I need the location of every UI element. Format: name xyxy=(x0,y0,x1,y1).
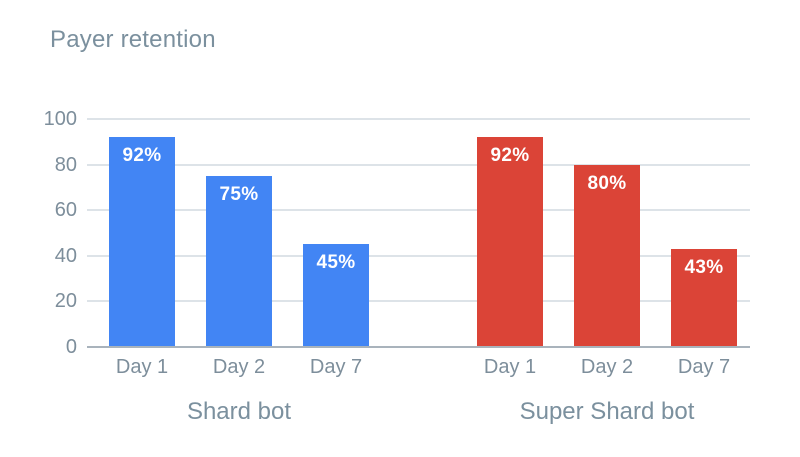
x-axis-tick-label-day-1-shard-bot: Day 1 xyxy=(115,356,169,378)
bar-super-shard-bot-day-2: 80% xyxy=(574,164,640,347)
plot-area: 0 20 40 60 80 100 92% Day 1 75% Day 2 45% Day 7 Shar… xyxy=(44,109,750,425)
gridline-100 xyxy=(87,118,750,120)
gridline-40 xyxy=(87,254,750,257)
bar-value-label: 92% xyxy=(490,145,530,167)
x-axis-tick-label-day-1-super-shard-bot: Day 1 xyxy=(483,356,537,378)
x-axis-tick-label-day-2-super-shard-bot: Day 2 xyxy=(580,356,634,378)
bar-shard-bot-day-7: 45% xyxy=(303,244,369,347)
bar-shard-bot-day-2: 75% xyxy=(206,176,272,347)
bar-super-shard-bot-day-7: 43% xyxy=(671,248,737,347)
y-axis-tick-label-40: 40 xyxy=(54,244,77,267)
bar-shard-bot-day-1: 92% xyxy=(109,137,175,347)
y-axis-tick-label-80: 80 xyxy=(54,153,77,176)
series-group-label-super-shard-bot: Super Shard bot xyxy=(519,398,695,425)
y-axis-tick-label-0: 0 xyxy=(65,336,77,358)
x-axis-tick-label-day-7-shard-bot: Day 7 xyxy=(309,356,363,378)
gridline-80 xyxy=(87,163,750,166)
y-axis-tick-label-100: 100 xyxy=(43,108,77,130)
chart-title: Payer retention xyxy=(50,26,216,53)
bar-super-shard-bot-day-1: 92% xyxy=(477,137,543,347)
bar-value-label: 80% xyxy=(587,172,627,194)
x-axis-baseline xyxy=(87,346,750,348)
bar-value-label: 75% xyxy=(219,184,259,205)
x-axis-tick-label-day-2-shard-bot: Day 2 xyxy=(212,356,266,378)
y-axis-tick-label-60: 60 xyxy=(54,199,77,222)
x-axis-tick-label-day-7-super-shard-bot: Day 7 xyxy=(677,356,731,378)
bar-value-label: 43% xyxy=(684,256,724,278)
gridline-20 xyxy=(87,300,750,303)
series-group-label-shard-bot: Shard bot xyxy=(186,398,292,425)
bar-value-label: 45% xyxy=(316,252,356,274)
bar-value-label: 92% xyxy=(122,145,162,167)
y-axis-tick-label-20: 20 xyxy=(54,290,77,313)
gridline-60 xyxy=(87,209,750,212)
